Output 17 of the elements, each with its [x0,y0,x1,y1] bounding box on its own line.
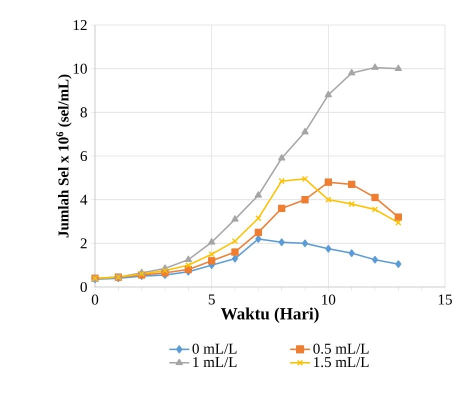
y-tick-label: 0 [80,282,87,292]
x-axis-title: Waktu (Hari) [220,308,319,323]
x-tick-label: 10 [322,294,336,305]
x-tick-label: 5 [208,294,215,304]
x-tick-label: 15 [438,294,452,305]
y-tick-label: 4 [80,194,88,205]
legend-label: 0.5 mL/L [313,344,369,354]
y-tick-label: 2 [80,238,87,248]
y-tick-label: 6 [80,150,88,162]
y-axis-title: Jumlah Sel x 10$^{6}$ (sel/mL) [56,74,72,238]
y-tick-label: 12 [74,20,87,30]
legend-label: 1.5 mL/L [314,357,369,368]
x-tick-label: 0 [92,294,98,305]
y-tick-label: 8 [80,107,87,118]
legend-label: 0 mL/L [192,344,236,354]
y-tick-label: 10 [74,64,87,74]
legend-label: 1 mL/L [193,357,236,368]
